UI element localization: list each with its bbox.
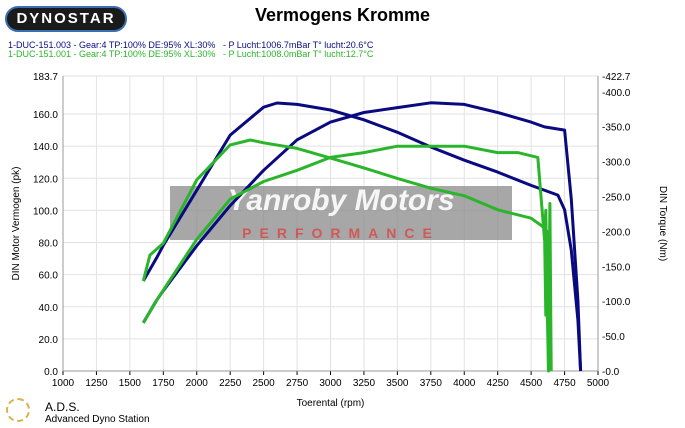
run-label-2: 1-DUC-151.001 - Gear:4 TP:100% DE:95% XL… — [8, 49, 374, 59]
x-tick-label: 1750 — [152, 378, 175, 389]
x-tick-label: 3000 — [319, 378, 342, 389]
y2-tick-label: -150.0 — [602, 262, 631, 273]
y2-tick-label: -50.0 — [602, 332, 625, 343]
y2-axis-label: DIN Torque (Nm) — [657, 186, 668, 261]
dynostar-logo: DYNOSTAR — [5, 6, 127, 32]
y-tick-label: 120.0 — [33, 174, 58, 185]
x-tick-label: 4500 — [520, 378, 543, 389]
y-tick-label: 100.0 — [33, 206, 58, 217]
y-tick-label: 40.0 — [39, 303, 59, 314]
y2-tick-label: -250.0 — [602, 193, 631, 204]
y2-tick-label: -200.0 — [602, 227, 631, 238]
y2-tick-label: -100.0 — [602, 297, 631, 308]
x-tick-label: 4250 — [487, 378, 510, 389]
y-tick-label: 160.0 — [33, 110, 58, 121]
run-label-1: 1-DUC-151.003 - Gear:4 TP:100% DE:95% XL… — [8, 40, 374, 50]
x-tick-label: 3250 — [353, 378, 376, 389]
x-tick-label: 2750 — [286, 378, 309, 389]
chart-title: Vermogens Kromme — [254, 5, 431, 25]
x-tick-label: 2250 — [219, 378, 242, 389]
x-tick-label: 1250 — [85, 378, 108, 389]
x-tick-label: 3500 — [386, 378, 409, 389]
ads-logo-icon — [6, 398, 30, 422]
series-line-4 — [142, 144, 550, 372]
x-tick-label: 1500 — [119, 378, 142, 389]
x-tick-label: 5000 — [587, 378, 610, 389]
x-tick-label: 1000 — [52, 378, 75, 389]
x-axis-label: Toerental (rpm) — [297, 398, 365, 409]
series-line-1 — [142, 101, 583, 372]
y-tick-label: 20.0 — [39, 335, 59, 346]
y-tick-label: 80.0 — [39, 239, 59, 250]
y-tick-label: 0.0 — [44, 367, 58, 378]
watermark-name: Yanroby Motors — [227, 184, 454, 217]
footer-subtitle: Advanced Dyno Station — [45, 414, 150, 425]
x-tick-label: 4000 — [453, 378, 476, 389]
x-tick-label: 3750 — [420, 378, 443, 389]
x-tick-label: 4750 — [553, 378, 576, 389]
watermark-sub: PERFORMANCE — [242, 225, 440, 241]
footer-brand: A.D.S. — [45, 400, 80, 414]
y2-tick-label: -400.0 — [602, 88, 631, 99]
x-tick-label: 2000 — [186, 378, 209, 389]
y-tick-label: 140.0 — [33, 142, 58, 153]
series-line-2 — [142, 101, 583, 372]
y2-tick-label: -350.0 — [602, 123, 631, 134]
y2-tick-label: -0.0 — [602, 367, 620, 378]
y2-tick-label: -300.0 — [602, 158, 631, 169]
y-tick-label: 183.7 — [33, 72, 58, 83]
y-axis-label: DIN Motor Vermogen (pk) — [11, 167, 22, 281]
y2-tick-label: -422.7 — [602, 72, 631, 83]
x-tick-label: 2500 — [253, 378, 276, 389]
y-tick-label: 60.0 — [39, 271, 59, 282]
